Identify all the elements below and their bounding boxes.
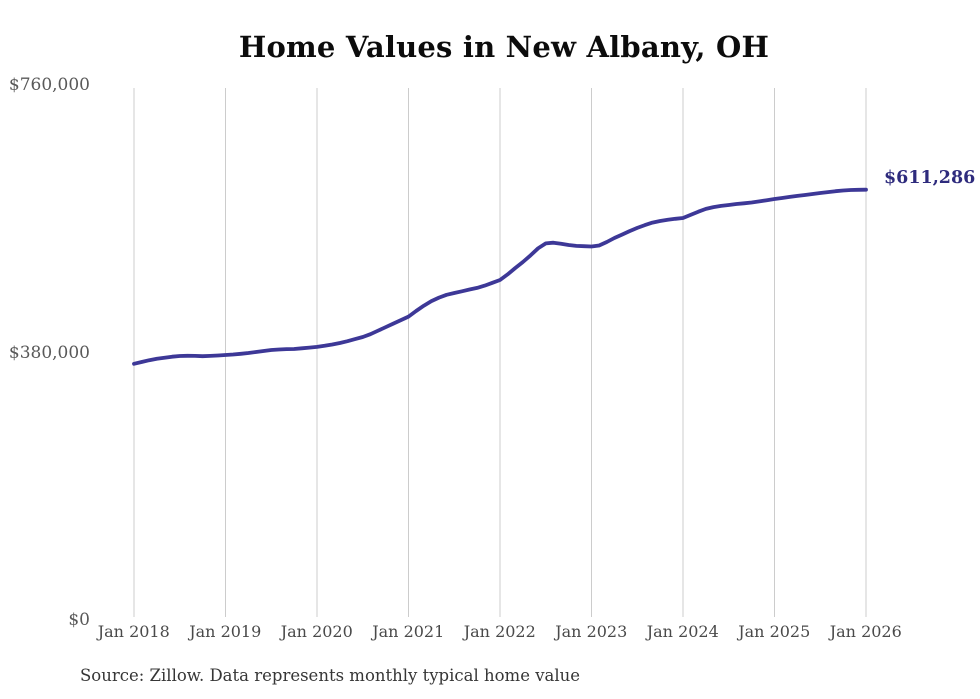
- x-axis-tick-label-2020: Jan 2020: [280, 622, 353, 641]
- chart-title: Home Values in New Albany, OH: [238, 30, 770, 64]
- y-axis-tick-label-380000: $380,000: [8, 343, 90, 363]
- x-axis-tick-label-2023: Jan 2023: [555, 622, 628, 641]
- x-axis-tick-label-2021: Jan 2021: [372, 622, 445, 641]
- gridlines-group: [133, 88, 867, 617]
- x-axis: Jan 2018 Jan 2019 Jan 2020 Jan 2021 Jan …: [88, 622, 912, 641]
- y-axis-tick-label-760000: $760,000: [8, 75, 90, 95]
- x-axis-tick-label-2018: Jan 2018: [97, 622, 170, 641]
- x-axis-tick-label-2025: Jan 2025: [738, 622, 811, 641]
- x-axis-tick-label-2022: Jan 2022: [463, 622, 536, 641]
- home-value-line: [132, 187, 868, 366]
- x-axis-tick-label-2026: Jan 2026: [829, 622, 902, 641]
- source-note: Source: Zillow. Data represents monthly …: [80, 666, 581, 685]
- y-axis-tick-label-0: $0: [68, 610, 90, 630]
- x-axis-tick-label-2019: Jan 2019: [189, 622, 262, 641]
- x-axis-tick-label-2024: Jan 2024: [646, 622, 719, 641]
- end-value-label: $611,286: [884, 168, 976, 188]
